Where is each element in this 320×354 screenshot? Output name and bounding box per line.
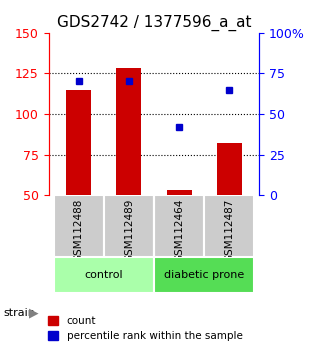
FancyBboxPatch shape bbox=[54, 257, 154, 293]
Text: control: control bbox=[84, 270, 123, 280]
Text: GSM112487: GSM112487 bbox=[224, 198, 234, 262]
FancyBboxPatch shape bbox=[54, 195, 104, 257]
Text: GSM112488: GSM112488 bbox=[74, 198, 84, 262]
Legend: count, percentile rank within the sample: count, percentile rank within the sample bbox=[44, 312, 247, 345]
FancyBboxPatch shape bbox=[154, 195, 204, 257]
Title: GDS2742 / 1377596_a_at: GDS2742 / 1377596_a_at bbox=[57, 15, 251, 31]
Text: strain: strain bbox=[3, 308, 35, 318]
Bar bbox=[66, 90, 91, 195]
FancyBboxPatch shape bbox=[154, 257, 254, 293]
Bar bbox=[116, 68, 141, 195]
Bar bbox=[217, 143, 242, 195]
Text: diabetic prone: diabetic prone bbox=[164, 270, 244, 280]
FancyBboxPatch shape bbox=[204, 195, 254, 257]
Text: ▶: ▶ bbox=[29, 307, 38, 320]
Text: GSM112464: GSM112464 bbox=[174, 198, 184, 262]
Bar bbox=[166, 190, 192, 195]
FancyBboxPatch shape bbox=[104, 195, 154, 257]
Text: GSM112489: GSM112489 bbox=[124, 198, 134, 262]
